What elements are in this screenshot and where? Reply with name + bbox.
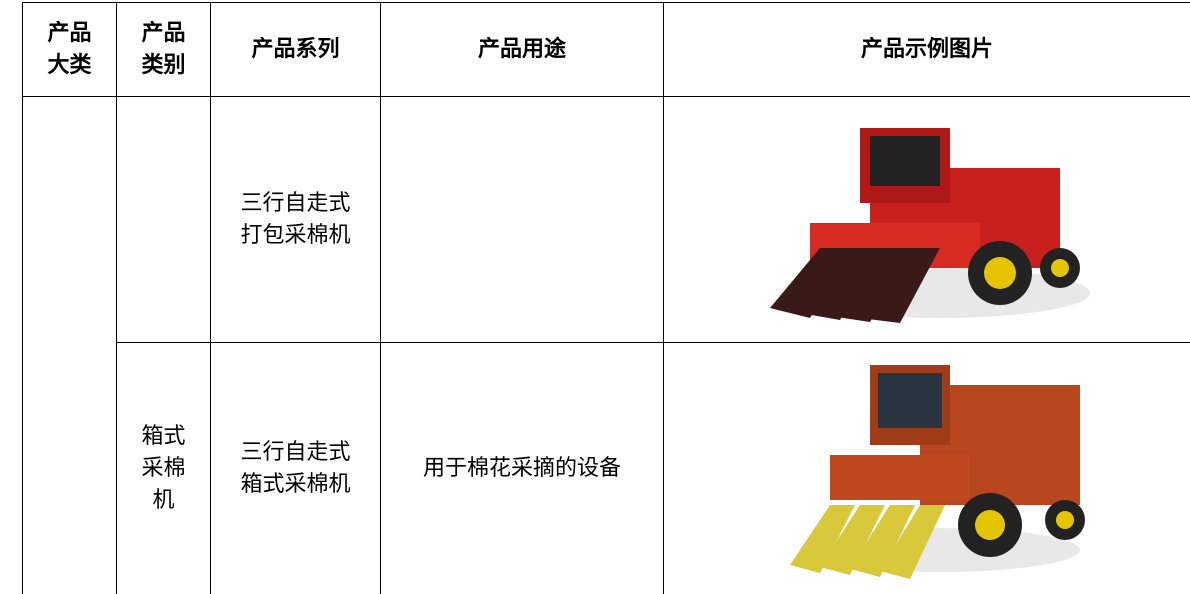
table-border [22, 2, 23, 594]
series-cell: 三行自走式 打包采棉机 [240, 190, 351, 248]
category-cell: 箱式 采棉 机 [141, 423, 186, 513]
table-border [380, 2, 381, 594]
series-cell: 三行自走式 箱式采棉机 [240, 439, 351, 497]
header-cell: 产品示例图片 [860, 36, 993, 62]
table-border [663, 2, 664, 594]
header-cell: 产品用途 [477, 36, 566, 62]
table-border [116, 2, 117, 594]
table-border [210, 2, 211, 594]
usage-cell: 用于棉花采摘的设备 [422, 455, 621, 481]
header-cell: 产品 大类 [47, 20, 92, 78]
table-border [22, 96, 1190, 97]
table-border [116, 342, 1190, 343]
cotton-picker-image [770, 128, 1090, 323]
table-border [22, 2, 1190, 3]
header-cell: 产品 类别 [141, 20, 186, 78]
header-cell: 产品系列 [251, 36, 340, 62]
cotton-picker-image [790, 365, 1085, 579]
